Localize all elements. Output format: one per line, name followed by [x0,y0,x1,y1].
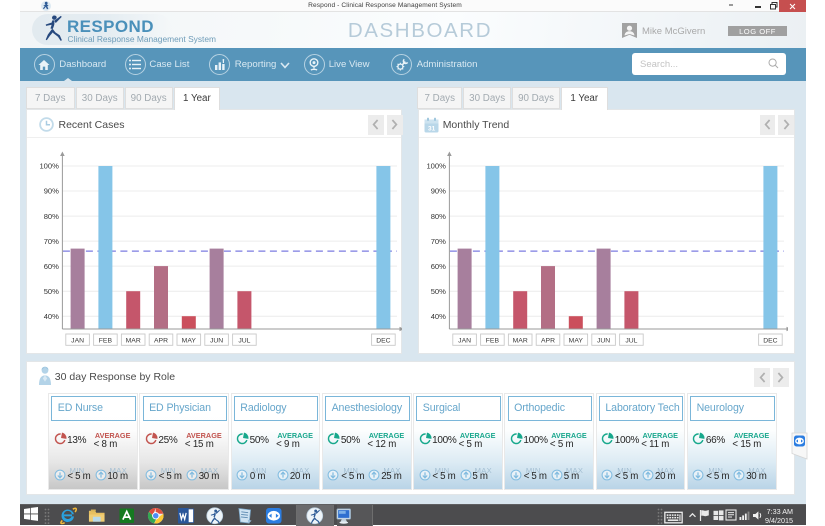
svg-text:JUN: JUN [210,337,223,344]
svg-text:90%: 90% [44,187,59,196]
svg-text:80%: 80% [44,212,59,221]
svg-text:100%: 100% [39,162,59,171]
svg-text:DEC: DEC [376,337,390,344]
svg-text:MAY: MAY [182,337,197,344]
svg-text:MAR: MAR [126,337,141,344]
svg-text:JUL: JUL [625,337,637,344]
svg-text:MAR: MAR [513,337,528,344]
svg-text:70%: 70% [44,237,59,246]
svg-text:JUL: JUL [238,337,250,344]
svg-text:70%: 70% [431,237,446,246]
svg-text:80%: 80% [431,212,446,221]
svg-text:JAN: JAN [71,337,84,344]
svg-text:FEB: FEB [99,337,113,344]
svg-text:JUN: JUN [597,337,610,344]
svg-text:50%: 50% [44,287,59,296]
svg-text:31: 31 [428,126,436,133]
svg-text:JAN: JAN [458,337,471,344]
svg-text:FEB: FEB [486,337,500,344]
svg-text:DEC: DEC [763,337,777,344]
svg-text:40%: 40% [44,312,59,321]
svg-text:MAY: MAY [569,337,584,344]
svg-text:100%: 100% [426,162,446,171]
svg-text:60%: 60% [431,262,446,271]
svg-text:40%: 40% [431,312,446,321]
svg-text:60%: 60% [44,262,59,271]
svg-text:50%: 50% [431,287,446,296]
svg-text:APR: APR [541,337,555,344]
svg-text:90%: 90% [431,187,446,196]
svg-text:APR: APR [154,337,168,344]
